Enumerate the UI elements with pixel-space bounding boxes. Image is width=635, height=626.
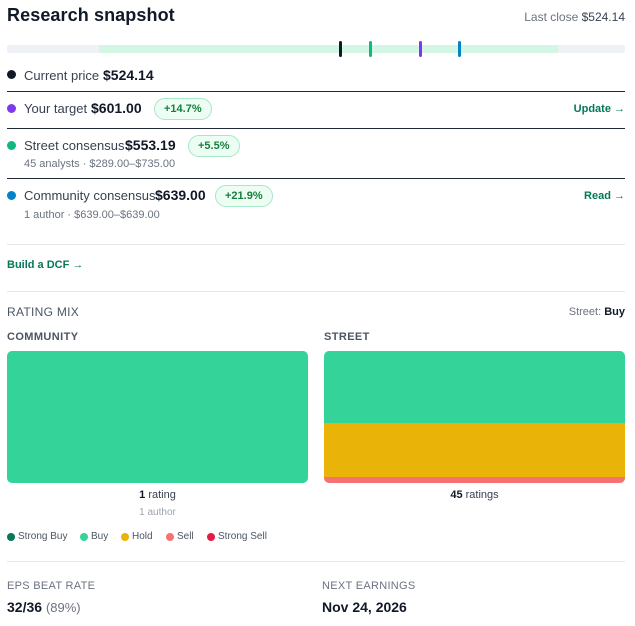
street-consensus-marker — [369, 41, 373, 57]
eps-beat-rate-value: 32/36 (89%) — [7, 599, 81, 615]
target-dot — [7, 104, 16, 113]
price-range-track — [7, 41, 625, 57]
community-author-range: 1 author · $639.00–$639.00 — [24, 209, 160, 221]
legend-dot — [207, 533, 215, 541]
legend-label: Buy — [91, 531, 109, 542]
legend-dot — [7, 533, 15, 541]
street-label: Street consensus — [24, 138, 125, 153]
community-dot — [7, 191, 16, 200]
legend-dot — [80, 533, 88, 541]
street-summary-rating: Buy — [604, 306, 625, 318]
community-rating-bar — [7, 351, 308, 483]
eps-beat-rate-label: EPS BEAT RATE — [7, 580, 96, 592]
street-range-band — [98, 45, 559, 53]
community-label: Community consensus — [24, 188, 156, 203]
eps-beat-percent: (89%) — [45, 600, 81, 615]
community-rating-count: 1 rating — [7, 489, 308, 501]
street-rating-bar — [324, 351, 625, 483]
current-price-label: Current price — [24, 68, 100, 83]
rating-segment-buy — [7, 351, 308, 483]
street-change-badge: +5.5% — [188, 135, 240, 157]
build-dcf-link[interactable]: Build a DCF → — [7, 259, 84, 271]
street-analysts-range: 45 analysts · $289.00–$735.00 — [24, 158, 176, 170]
update-target-link[interactable]: Update → — [573, 103, 625, 115]
rating-segment-buy — [324, 351, 625, 423]
row-current-price: Current price $524.14 — [7, 62, 625, 91]
street-rating-count: 45 ratings — [324, 489, 625, 501]
last-close-value: $524.14 — [581, 10, 625, 24]
target-value: $601.00 — [91, 100, 142, 116]
community-consensus-marker — [457, 41, 461, 57]
legend-label: Strong Sell — [218, 531, 267, 542]
last-close: Last close $524.14 — [524, 10, 625, 24]
legend-label: Hold — [132, 531, 153, 542]
target-label: Your target — [24, 101, 88, 116]
target-marker — [418, 41, 422, 57]
community-count-unit: rating — [148, 489, 176, 501]
price-rows: Current price $524.14 Your target $601.0… — [7, 62, 625, 243]
legend-label: Strong Buy — [18, 531, 68, 542]
row-street-consensus: Street consensus $553.19 +5.5% 45 analys… — [7, 128, 625, 178]
street-dot — [7, 141, 16, 150]
current-price-dot — [7, 70, 16, 79]
divider — [7, 244, 625, 245]
row-your-target: Your target $601.00 +14.7% Update → — [7, 91, 625, 128]
current-price-value: $524.14 — [103, 67, 154, 83]
rating-mix-title: RATING MIX — [7, 305, 80, 319]
header: Research snapshot Last close $524.14 — [7, 5, 625, 29]
street-count-value: 45 — [450, 489, 463, 501]
next-earnings-date: Nov 24, 2026 — [322, 599, 407, 615]
rating-segment-sell — [324, 477, 625, 483]
rating-segment-hold — [324, 422, 625, 478]
divider — [7, 561, 625, 562]
legend-dot — [166, 533, 174, 541]
community-author-count: 1 author — [139, 507, 176, 518]
target-change-badge: +14.7% — [154, 98, 212, 120]
next-earnings-label: NEXT EARNINGS — [322, 580, 416, 592]
street-count-unit: ratings — [465, 489, 499, 501]
street-summary-label: Street: — [568, 306, 602, 318]
community-value: $639.00 — [155, 187, 206, 203]
current-price-marker — [339, 41, 343, 57]
street-value: $553.19 — [125, 137, 176, 153]
last-close-label: Last close — [524, 10, 579, 24]
eps-beat-count: 32/36 — [7, 599, 43, 615]
read-community-link[interactable]: Read → — [584, 190, 625, 202]
community-count-value: 1 — [139, 489, 146, 501]
community-change-badge: +21.9% — [215, 185, 273, 207]
street-rating-summary: Street: Buy — [569, 306, 625, 318]
legend-label: Sell — [177, 531, 194, 542]
row-community-consensus: Community consensus $639.00 +21.9% 1 aut… — [7, 178, 625, 243]
legend-dot — [121, 533, 129, 541]
divider — [7, 291, 625, 292]
page-title: Research snapshot — [7, 5, 175, 25]
street-heading: STREET — [324, 331, 370, 343]
community-heading: COMMUNITY — [7, 331, 79, 343]
